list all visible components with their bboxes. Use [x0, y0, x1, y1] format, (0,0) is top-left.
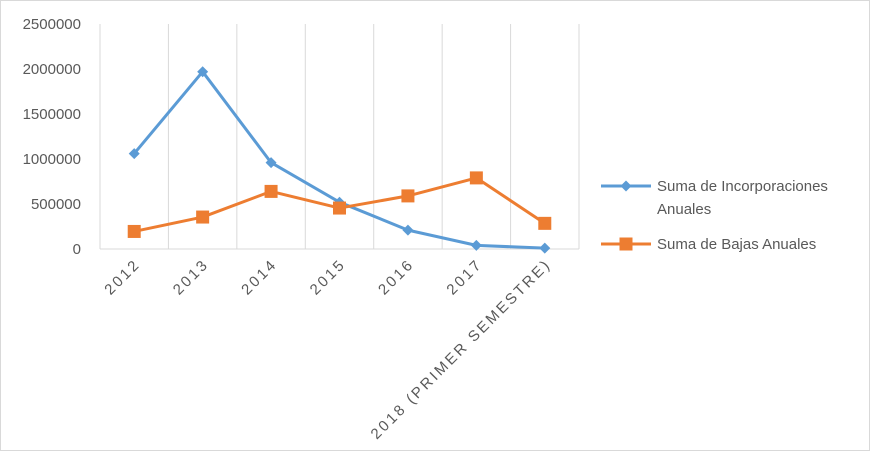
y-tick-label: 0 [73, 241, 81, 258]
data-point [196, 210, 210, 224]
legend-entry: Suma de Incorporaciones Anuales [601, 178, 828, 218]
data-point [401, 189, 415, 203]
series-2 [127, 171, 552, 238]
data-point [620, 180, 632, 192]
series-lines [127, 66, 552, 254]
x-tick-label: 2013 [170, 256, 213, 299]
data-point [402, 224, 414, 236]
data-point [619, 237, 633, 251]
data-point [538, 216, 552, 230]
y-tick-labels: 0 500000 1000000 1500000 2000000 2500000 [23, 16, 81, 258]
x-tick-label: 2014 [238, 256, 281, 299]
data-point [264, 184, 278, 198]
data-point [469, 171, 483, 185]
x-tick-label: 2017 [443, 256, 486, 299]
data-point [470, 239, 482, 251]
y-tick-label: 500000 [31, 196, 81, 213]
data-point [265, 157, 277, 169]
y-tick-label: 1500000 [23, 106, 81, 123]
data-point [197, 66, 209, 78]
x-tick-label: 2015 [307, 256, 350, 299]
legend-label: Suma de Bajas Anuales [657, 236, 816, 253]
legend: Suma de Incorporaciones Anuales Suma de Ba… [601, 178, 828, 253]
data-point [539, 242, 551, 254]
gridlines [99, 24, 580, 249]
series-line [133, 70, 545, 250]
data-point [333, 201, 346, 215]
legend-label: Suma de Incorporaciones [657, 178, 828, 195]
series-1 [128, 66, 551, 254]
data-point [127, 224, 141, 238]
x-tick-label: 2016 [375, 256, 418, 299]
legend-entry: Suma de Bajas Anuales [601, 236, 816, 253]
legend-label: Anuales [657, 201, 711, 218]
y-tick-label: 1000000 [23, 151, 81, 168]
y-tick-label: 2000000 [23, 61, 81, 78]
data-point [128, 148, 140, 160]
y-tick-label: 2500000 [23, 16, 81, 33]
x-tick-label: 2012 [101, 256, 144, 299]
